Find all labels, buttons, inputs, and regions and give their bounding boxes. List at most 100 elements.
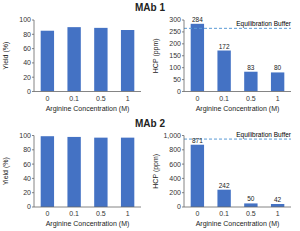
data-label: 50	[247, 195, 255, 202]
bar	[217, 190, 230, 207]
y-axis-line	[184, 136, 185, 208]
bar	[271, 204, 284, 207]
y-tick-label: 200	[169, 189, 181, 196]
x-axis-line	[184, 91, 291, 92]
y-tick	[182, 67, 184, 68]
x-tick-label: 0.5	[96, 95, 106, 102]
bar	[191, 145, 204, 207]
y-tick-label: 80	[23, 146, 31, 153]
bar	[94, 138, 107, 207]
reference-line	[184, 28, 291, 29]
x-axis-label: Arginine Concentration (M)	[46, 220, 130, 228]
y-tick-label: 100	[19, 132, 31, 139]
x-tick-label: 0	[195, 95, 199, 102]
y-tick-label: 40	[23, 59, 31, 66]
panel: Equilibration Buffer87124250420200400600…	[152, 131, 292, 228]
y-tick	[182, 164, 184, 165]
y-tick-label: 800	[169, 146, 181, 153]
y-axis-label: HCP (ppm)	[152, 154, 160, 189]
x-tick-label: 0.1	[69, 210, 79, 217]
y-tick	[32, 91, 34, 92]
x-tick-label: 0.5	[96, 210, 106, 217]
x-tick-label: 0.5	[246, 210, 256, 217]
y-axis-line	[34, 136, 35, 208]
data-label: 242	[219, 182, 230, 189]
y-tick-label: 50	[173, 76, 181, 83]
y-tick-label: 150	[169, 52, 181, 59]
y-axis-label: HCP (ppm)	[152, 38, 160, 73]
marks	[41, 27, 135, 91]
y-tick	[32, 135, 34, 136]
data-label: 42	[274, 196, 282, 203]
x-tick-label: 1	[276, 95, 280, 102]
y-tick	[182, 149, 184, 150]
bar	[244, 203, 257, 207]
y-tick	[182, 55, 184, 56]
data-label: 284	[192, 16, 203, 23]
marks	[184, 24, 291, 92]
y-tick	[32, 77, 34, 78]
y-axis-label: Yield (%)	[2, 157, 10, 185]
y-tick	[32, 34, 34, 35]
y-tick-label: 400	[169, 175, 181, 182]
x-tick-label: 1	[276, 210, 280, 217]
y-tick	[32, 20, 34, 21]
y-tick	[182, 135, 184, 136]
y-tick-label: 0	[177, 203, 181, 210]
y-tick-label: 200	[169, 40, 181, 47]
y-tick	[182, 31, 184, 32]
bar	[67, 137, 80, 207]
y-tick	[32, 192, 34, 193]
x-axis-label: Arginine Concentration (M)	[196, 105, 280, 113]
data-label: 172	[219, 43, 230, 50]
y-tick	[32, 48, 34, 49]
bar	[244, 72, 257, 92]
x-axis-line	[34, 91, 141, 92]
x-axis-line	[184, 207, 291, 208]
y-tick-label: 60	[23, 45, 31, 52]
y-axis-line	[34, 20, 35, 92]
y-tick-label: 250	[169, 28, 181, 35]
x-tick-label: 0.1	[69, 95, 79, 102]
bar	[121, 138, 134, 207]
y-tick-label: 0	[27, 88, 31, 95]
x-axis-label: Arginine Concentration (M)	[46, 105, 130, 113]
y-tick-label: 100	[169, 64, 181, 71]
marks	[41, 136, 135, 207]
x-tick-label: 0.5	[246, 95, 256, 102]
y-tick	[182, 43, 184, 44]
y-tick	[182, 207, 184, 208]
bar	[67, 27, 80, 91]
y-tick-label: 600	[169, 161, 181, 168]
x-tick-label: 0	[45, 210, 49, 217]
y-axis-label: Yield (%)	[2, 42, 10, 70]
bar	[121, 30, 134, 91]
y-tick	[182, 178, 184, 179]
y-tick	[182, 192, 184, 193]
y-tick	[32, 207, 34, 208]
bar	[41, 136, 54, 207]
y-tick-label: 0	[27, 203, 31, 210]
y-tick-label: 0	[177, 88, 181, 95]
y-tick-label: 1,000	[163, 132, 181, 139]
y-tick-label: 100	[19, 16, 31, 23]
y-tick	[182, 20, 184, 21]
y-tick-label: 20	[23, 74, 31, 81]
y-tick	[32, 178, 34, 179]
x-tick-label: 0.1	[219, 210, 229, 217]
x-tick-label: 1	[126, 210, 130, 217]
x-axis-line	[34, 207, 141, 208]
bar	[191, 24, 204, 92]
bar	[271, 72, 284, 91]
x-tick-label: 0.1	[219, 95, 229, 102]
x-tick-label: 0	[195, 210, 199, 217]
title: MAb 1	[135, 2, 165, 13]
reference-label: Equilibration Buffer	[236, 131, 292, 139]
panel: 02040608010000.10.51Arginine Concentrati…	[2, 132, 141, 228]
y-tick-label: 40	[23, 175, 31, 182]
title: MAb 2	[135, 118, 165, 129]
y-tick-label: 300	[169, 16, 181, 23]
panel: Equilibration Buffer28417283800501001502…	[152, 16, 292, 113]
y-tick	[32, 149, 34, 150]
panel: 02040608010000.10.51Arginine Concentrati…	[2, 16, 141, 112]
